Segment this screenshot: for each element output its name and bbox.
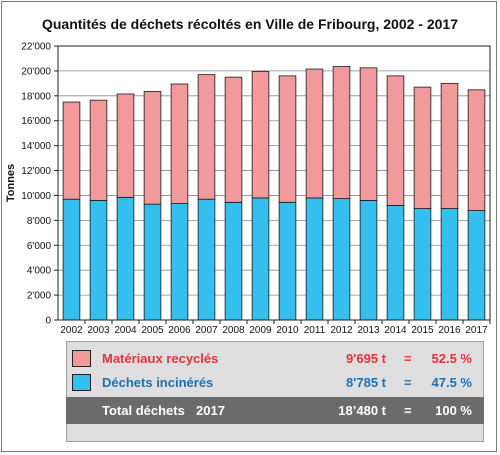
bar-recycled-2016 [441,83,458,208]
legend-percent-recycled: 52.5 % [432,351,472,366]
x-tick-label: 2014 [384,325,407,336]
x-tick-label: 2002 [60,325,83,336]
x-tick-label: 2010 [276,325,299,336]
total-percent: 100 % [435,403,472,418]
x-tick-label: 2006 [168,325,191,336]
bar-incinerated-2016 [441,209,458,320]
bar-incinerated-2017 [468,211,485,320]
bar-incinerated-2009 [252,198,269,320]
bar-incinerated-2004 [117,197,134,320]
x-tick-label: 2004 [114,325,137,336]
y-tick-label: 16'000 [21,116,51,127]
y-tick-label: 6'000 [27,241,52,252]
bar-incinerated-2013 [360,200,377,320]
legend-row-incinerated: Déchets incinérés 8'785 t = 47.5 % [66,370,484,396]
legend-label-recycled: Matériaux recyclés [102,351,218,366]
y-tick-label: 10'000 [21,191,51,202]
y-axis-label: Tonnes [5,164,17,202]
bar-recycled-2005 [144,91,161,204]
total-value: 18’480 t [338,403,386,418]
bar-recycled-2003 [90,100,107,200]
legend-value-incinerated: 8'785 t [346,375,386,390]
bar-recycled-2009 [252,72,269,198]
bar-incinerated-2012 [333,199,350,320]
bar-recycled-2014 [387,76,404,206]
bar-recycled-2006 [171,84,188,204]
legend-value-recycled: 9'695 t [346,351,386,366]
legend-swatch-incinerated [72,374,91,391]
x-tick-label: 2015 [411,325,434,336]
x-tick-label: 2009 [249,325,272,336]
bar-incinerated-2011 [306,198,323,320]
x-tick-label: 2008 [222,325,245,336]
x-tick-label: 2007 [195,325,218,336]
y-tick-label: 20'000 [21,66,51,77]
x-tick-label: 2003 [87,325,110,336]
y-tick-label: 4'000 [27,266,52,277]
y-tick-label: 8'000 [27,216,52,227]
x-tick-label: 2011 [304,325,326,336]
x-tick-label: 2017 [465,325,488,336]
legend-row-total: Total déchets 2017 18’480 t = 100 % [66,397,484,424]
bar-recycled-2017 [468,90,485,211]
x-tick-label: 2005 [141,325,164,336]
bar-incinerated-2002 [63,199,80,320]
bar-recycled-2011 [306,69,323,198]
legend-label-incinerated: Déchets incinérés [102,375,213,390]
x-tick-label: 2016 [438,325,461,336]
legend-swatch-recycled [72,350,91,367]
bar-incinerated-2015 [414,209,431,320]
bar-incinerated-2014 [387,205,404,320]
bar-incinerated-2008 [225,202,242,320]
bar-recycled-2004 [117,94,134,197]
total-equals: = [404,403,412,418]
legend-equals-recycled: = [404,351,412,366]
bar-recycled-2002 [63,102,80,199]
bar-recycled-2008 [225,77,242,202]
legend-percent-incinerated: 47.5 % [432,375,472,390]
bar-recycled-2007 [198,75,215,200]
x-tick-label: 2012 [330,325,353,336]
bar-recycled-2015 [414,87,431,208]
legend-equals-incinerated: = [404,375,412,390]
bar-incinerated-2006 [171,204,188,320]
bar-recycled-2012 [333,67,350,199]
y-tick-label: 0 [45,316,51,327]
chart-plot: 0 2'000 4'000 6'000 8'000 10'000 12'000 14'000 1… [0,0,500,340]
bar-incinerated-2005 [144,204,161,320]
y-tick-label: 18'000 [21,91,51,102]
bar-recycled-2013 [360,68,377,201]
total-label: Total déchets [102,403,185,418]
y-tick-label: 22'000 [21,42,51,53]
y-tick-label: 2'000 [27,291,52,302]
bar-incinerated-2003 [90,200,107,320]
legend-row-recycled: Matériaux recyclés 9'695 t = 52.5 % [66,346,484,372]
y-tick-label: 12'000 [21,166,51,177]
x-tick-label: 2013 [357,325,380,336]
bar-recycled-2010 [279,76,296,202]
bar-incinerated-2010 [279,202,296,320]
total-year: 2017 [196,403,225,418]
bar-incinerated-2007 [198,199,215,320]
y-tick-label: 14'000 [21,141,51,152]
